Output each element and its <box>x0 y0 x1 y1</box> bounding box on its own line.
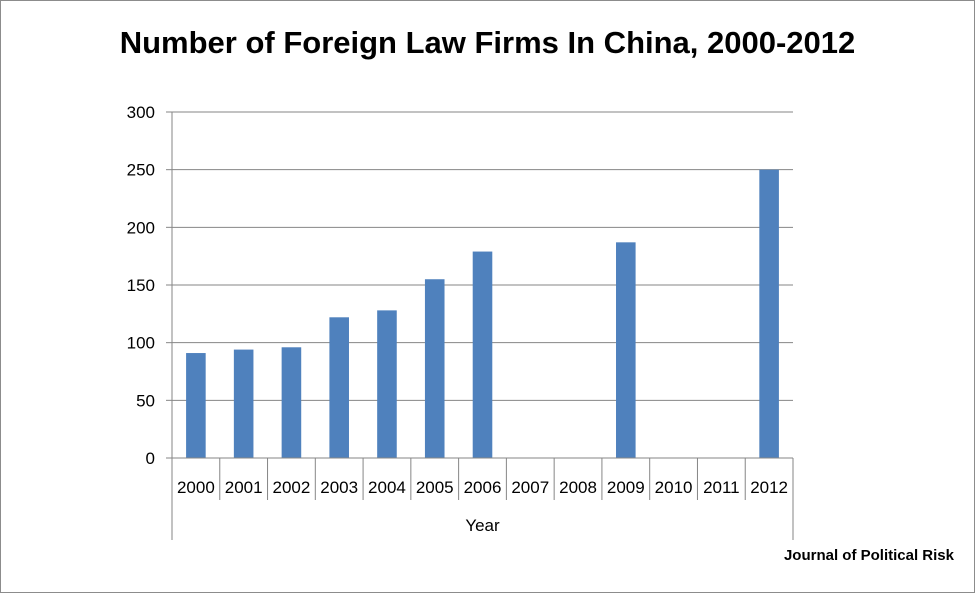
bar-2003 <box>329 317 349 458</box>
x-tick-label: 2011 <box>703 478 740 497</box>
x-tick-label: 2006 <box>464 478 502 497</box>
bars <box>186 169 779 458</box>
y-tick-label: 100 <box>127 334 155 353</box>
x-tick-label: 2000 <box>177 478 215 497</box>
bar-2002 <box>281 347 302 458</box>
bar-2006 <box>472 251 493 458</box>
chart-title: Number of Foreign Law Firms In China, 20… <box>119 25 856 60</box>
x-tick-label: 2004 <box>368 478 406 497</box>
x-tick-label: 2009 <box>607 478 645 497</box>
x-tick-label: 2005 <box>416 478 454 497</box>
x-tick-label: 2001 <box>225 478 263 497</box>
y-tick-label: 50 <box>136 391 155 410</box>
y-tick-label: 300 <box>127 103 155 122</box>
bar-2004 <box>377 310 397 458</box>
x-tick-label: 2007 <box>511 478 549 497</box>
y-tick-label: 250 <box>127 161 155 180</box>
bar-2012 <box>759 169 779 458</box>
x-tick-label: 2003 <box>320 478 358 497</box>
bar-2009 <box>616 242 636 458</box>
y-tick-label: 150 <box>127 276 155 295</box>
y-tick-label: 200 <box>127 218 155 237</box>
bar-2000 <box>186 353 206 458</box>
x-tick-labels: 2000 2001 2002 2003 2004 2005 2006 2007 2008 2009… <box>177 478 788 497</box>
x-tick-label: 2008 <box>559 478 597 497</box>
x-tick-label: 2012 <box>750 478 788 497</box>
source-label: Journal of Political Risk <box>783 547 954 564</box>
x-tick-label: 2002 <box>273 478 311 497</box>
x-tick-label: 2010 <box>655 478 693 497</box>
bar-2005 <box>424 279 445 458</box>
x-axis-label: Year <box>465 516 500 535</box>
axes <box>166 111 794 540</box>
bar-2001 <box>233 349 254 458</box>
y-tick-label: 0 <box>146 449 155 468</box>
y-tick-labels: 0 50 100 150 200 250 300 <box>127 103 155 468</box>
